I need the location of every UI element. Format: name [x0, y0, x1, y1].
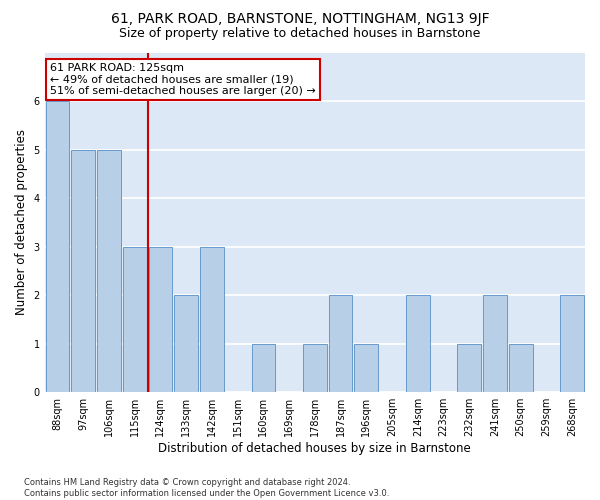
Bar [71, 150, 95, 392]
Bar [509, 344, 533, 392]
Bar [251, 344, 275, 392]
Bar [329, 295, 352, 392]
Bar [123, 246, 146, 392]
Bar [560, 295, 584, 392]
Text: 61 PARK ROAD: 125sqm
← 49% of detached houses are smaller (19)
51% of semi-detac: 61 PARK ROAD: 125sqm ← 49% of detached h… [50, 62, 316, 96]
Bar [46, 101, 70, 392]
Bar [406, 295, 430, 392]
Bar [200, 246, 224, 392]
Text: Contains HM Land Registry data © Crown copyright and database right 2024.
Contai: Contains HM Land Registry data © Crown c… [24, 478, 389, 498]
Text: Size of property relative to detached houses in Barnstone: Size of property relative to detached ho… [119, 28, 481, 40]
Bar [355, 344, 378, 392]
Bar [149, 246, 172, 392]
X-axis label: Distribution of detached houses by size in Barnstone: Distribution of detached houses by size … [158, 442, 471, 455]
Bar [175, 295, 198, 392]
Bar [303, 344, 326, 392]
Text: 61, PARK ROAD, BARNSTONE, NOTTINGHAM, NG13 9JF: 61, PARK ROAD, BARNSTONE, NOTTINGHAM, NG… [110, 12, 490, 26]
Bar [97, 150, 121, 392]
Bar [483, 295, 507, 392]
Bar [457, 344, 481, 392]
Y-axis label: Number of detached properties: Number of detached properties [15, 130, 28, 316]
